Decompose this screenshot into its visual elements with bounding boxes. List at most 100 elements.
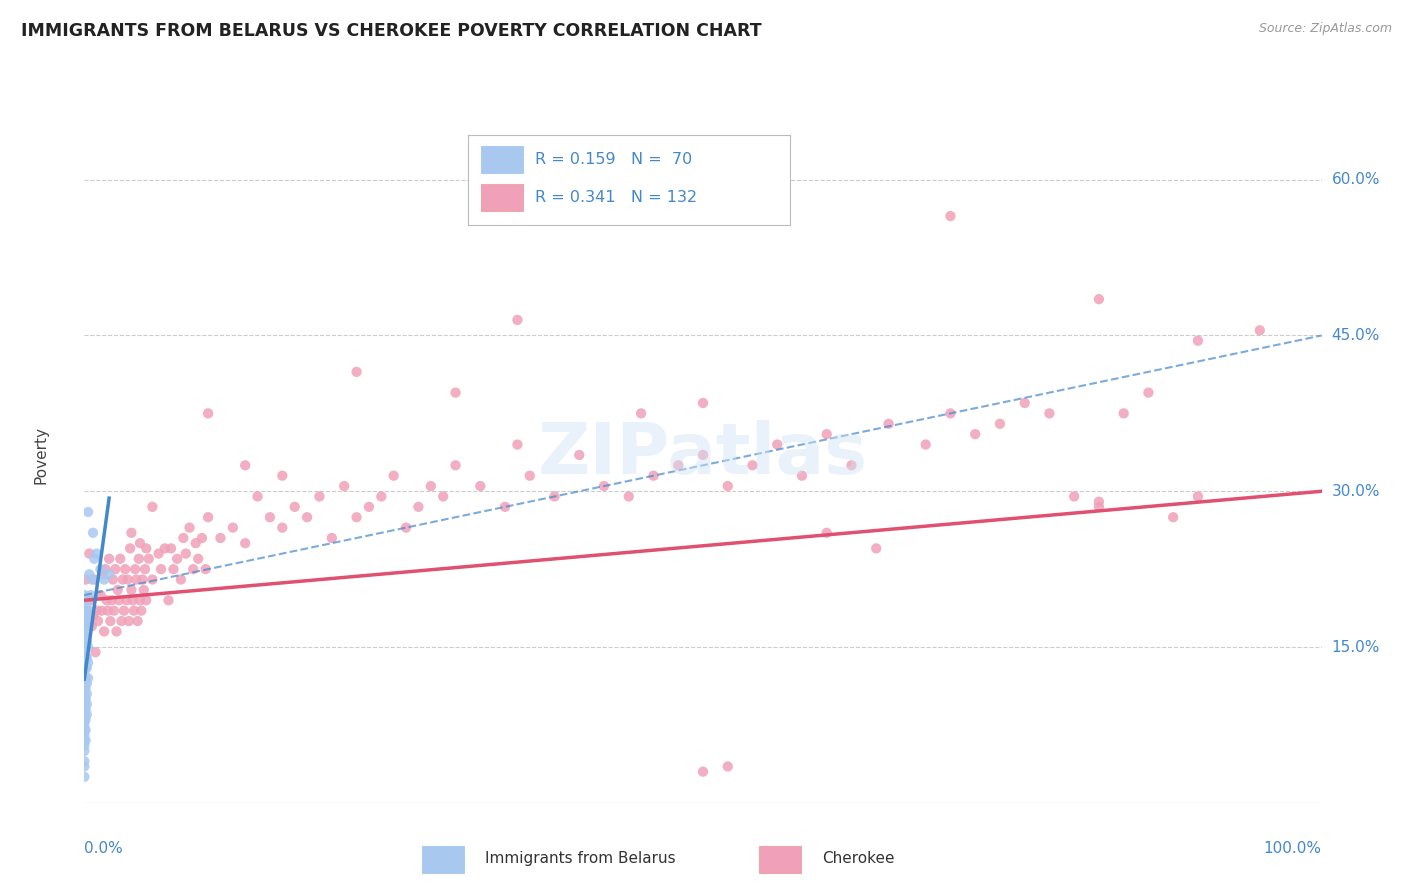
Point [93, 573, 115, 587]
Point [209, 531, 232, 545]
Point [76, 614, 98, 628]
Point [90, 604, 112, 618]
Point [543, 490, 565, 504]
Point [271, 520, 294, 534]
Text: 45.0%: 45.0% [1331, 328, 1379, 343]
Point [73, 770, 96, 784]
Point [120, 525, 142, 540]
Point [382, 468, 405, 483]
Point [197, 510, 219, 524]
Point [76, 687, 98, 701]
Point [80, 619, 103, 633]
Point [127, 614, 149, 628]
Point [135, 541, 157, 556]
Point [1187, 490, 1209, 504]
Point [741, 458, 763, 473]
Point [233, 536, 256, 550]
Point [91, 567, 114, 582]
Bar [759, 847, 801, 873]
Point [73, 640, 96, 654]
Point [692, 764, 714, 779]
Point [73, 614, 96, 628]
Point [75, 661, 97, 675]
Point [75, 671, 97, 685]
Point [506, 437, 529, 451]
Point [246, 490, 269, 504]
Point [75, 573, 97, 587]
Point [643, 468, 665, 483]
Point [717, 479, 740, 493]
Point [790, 468, 813, 483]
Point [80, 573, 103, 587]
Point [333, 479, 356, 493]
Point [120, 582, 142, 597]
Point [105, 624, 128, 639]
Point [97, 604, 120, 618]
Point [76, 707, 98, 722]
Point [1063, 490, 1085, 504]
Point [117, 573, 139, 587]
Point [222, 520, 245, 534]
Point [107, 582, 129, 597]
Point [568, 448, 591, 462]
Text: Immigrants from Belarus: Immigrants from Belarus [485, 851, 676, 866]
Point [98, 614, 121, 628]
Point [191, 531, 214, 545]
Point [73, 588, 96, 602]
Point [73, 754, 96, 768]
Bar [481, 184, 523, 211]
Point [94, 562, 117, 576]
Text: IMMIGRANTS FROM BELARUS VS CHEROKEE POVERTY CORRELATION CHART: IMMIGRANTS FROM BELARUS VS CHEROKEE POVE… [21, 22, 762, 40]
Point [148, 547, 170, 561]
Point [89, 562, 111, 576]
Text: Source: ZipAtlas.com: Source: ZipAtlas.com [1258, 22, 1392, 36]
Point [87, 614, 110, 628]
Point [321, 531, 343, 545]
Point [166, 551, 188, 566]
Point [76, 650, 98, 665]
Point [76, 635, 98, 649]
Point [295, 510, 318, 524]
Point [73, 728, 96, 742]
Point [124, 562, 146, 576]
Point [75, 733, 97, 747]
Point [766, 437, 789, 451]
Point [104, 562, 127, 576]
Point [73, 707, 96, 722]
Point [184, 536, 207, 550]
Point [75, 599, 97, 613]
Point [73, 733, 96, 747]
Point [717, 759, 740, 773]
Point [308, 490, 330, 504]
Point [75, 619, 97, 633]
Point [1249, 323, 1271, 337]
Point [73, 739, 96, 753]
Point [519, 468, 541, 483]
Point [73, 697, 96, 711]
Point [73, 619, 96, 633]
Point [141, 500, 163, 514]
Point [120, 541, 142, 556]
Text: R = 0.159   N =  70: R = 0.159 N = 70 [536, 152, 693, 167]
Point [162, 562, 184, 576]
Point [444, 458, 467, 473]
Point [73, 687, 96, 701]
Point [76, 661, 98, 675]
Point [112, 604, 135, 618]
Point [73, 650, 96, 665]
Point [93, 624, 115, 639]
Point [75, 723, 97, 738]
Point [73, 702, 96, 716]
Point [86, 604, 108, 618]
Point [1161, 510, 1184, 524]
Point [444, 385, 467, 400]
Point [153, 541, 176, 556]
Point [346, 365, 368, 379]
Point [939, 209, 962, 223]
Point [73, 665, 96, 680]
Point [630, 406, 652, 420]
Point [73, 624, 96, 639]
Point [197, 406, 219, 420]
Text: 60.0%: 60.0% [1331, 172, 1381, 187]
Point [194, 562, 217, 576]
